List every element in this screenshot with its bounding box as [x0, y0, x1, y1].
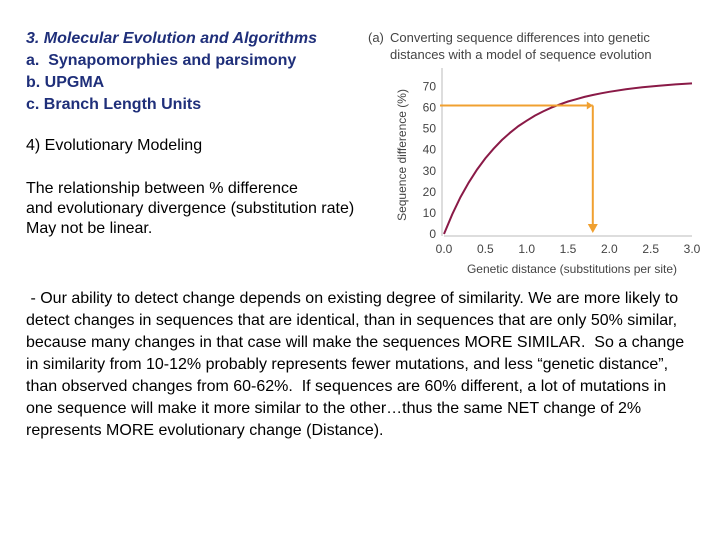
x-tick-label: 0.5	[477, 242, 494, 256]
y-tick-label: 20	[423, 185, 437, 199]
highlight-arrow-right	[586, 101, 593, 110]
outline-item-a: a. Synapomorphies and parsimony	[26, 52, 297, 69]
y-tick-label: 30	[423, 164, 437, 178]
x-tick-label: 1.5	[560, 242, 577, 256]
y-axis-label: Sequence difference (%)	[395, 89, 409, 221]
relationship-line-3: May not be linear.	[26, 220, 153, 237]
x-tick-label: 3.0	[684, 242, 701, 256]
outline-item-c: c. Branch Length Units	[26, 96, 202, 113]
chart-title-line-1: Converting sequence differences into gen…	[390, 30, 650, 45]
y-tick-label: 10	[423, 206, 437, 220]
y-tick-label: 40	[423, 143, 437, 157]
x-tick-label: 0.0	[436, 242, 453, 256]
x-axis-label: Genetic distance (substitutions per site…	[467, 262, 677, 276]
relationship-line-1: The relationship between % difference	[26, 180, 298, 197]
x-tick-label: 2.5	[642, 242, 659, 256]
relationship-line-2: and evolutionary divergence (substitutio…	[26, 200, 355, 217]
chart-title-line-2: distances with a model of sequence evolu…	[390, 47, 652, 62]
y-tick-label: 0	[429, 227, 436, 241]
section-heading: 4) Evolutionary Modeling	[26, 137, 203, 154]
topic-outline: 3. Molecular Evolution and Algorithms a.…	[26, 28, 317, 116]
x-tick-label: 1.0	[518, 242, 535, 256]
highlight-arrow-down	[587, 224, 598, 233]
x-tick-label: 2.0	[601, 242, 618, 256]
chart-panel-label: (a)	[368, 30, 384, 45]
y-tick-label: 70	[423, 80, 437, 94]
y-tick-label: 60	[423, 101, 437, 115]
outline-heading: 3. Molecular Evolution and Algorithms	[26, 30, 317, 47]
sequence-difference-chart: (a) Converting sequence differences into…	[368, 30, 701, 276]
y-tick-label: 50	[423, 122, 437, 136]
explanation-paragraph: - Our ability to detect change depends o…	[26, 290, 689, 439]
relationship-text: The relationship between % difference an…	[26, 179, 406, 239]
curve-series-1	[443, 82, 693, 235]
outline-item-b: b. UPGMA	[26, 74, 105, 91]
